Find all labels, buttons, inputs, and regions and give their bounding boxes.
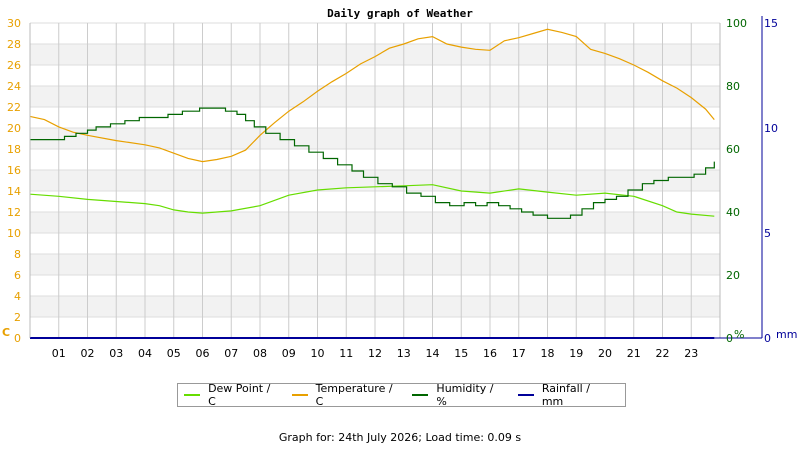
temperature-tick-label: 2	[14, 311, 21, 324]
legend-label: Temperature / C	[315, 382, 393, 408]
legend-label: Rainfall / mm	[541, 382, 590, 408]
hour-tick-label: 18	[541, 347, 555, 360]
humidity-tick-label: 60	[726, 143, 740, 156]
rainfall-unit-label: mm	[776, 328, 797, 341]
hour-tick-label: 23	[684, 347, 698, 360]
temperature-unit-label: C	[2, 326, 10, 339]
hour-tick-label: 13	[397, 347, 411, 360]
legend-swatch	[517, 394, 534, 396]
temperature-tick-label: 28	[7, 38, 21, 51]
temperature-tick-label: 18	[7, 143, 21, 156]
humidity-tick-label: 100	[726, 17, 747, 30]
chart-title: Daily graph of Weather	[327, 7, 473, 20]
hour-tick-label: 10	[311, 347, 325, 360]
hour-tick-label: 12	[368, 347, 382, 360]
hour-tick-label: 11	[339, 347, 353, 360]
temperature-tick-label: 26	[7, 59, 21, 72]
hour-tick-label: 09	[282, 347, 296, 360]
series-line-2	[30, 107, 715, 219]
rainfall-axis-ticks: 0 5 10 15 mm	[764, 17, 797, 345]
legend-swatch	[412, 394, 429, 396]
hour-tick-label: 20	[598, 347, 612, 360]
temperature-tick-label: 10	[7, 227, 21, 240]
temperature-tick-label: 30	[7, 17, 21, 30]
hour-tick-label: 08	[253, 347, 267, 360]
hour-tick-label: 06	[196, 347, 210, 360]
temperature-tick-label: 6	[14, 269, 21, 282]
hour-tick-label: 15	[454, 347, 468, 360]
hour-tick-label: 14	[426, 347, 440, 360]
temperature-tick-label: 0	[14, 332, 21, 345]
rainfall-tick-label: 5	[764, 227, 771, 240]
grid-lines	[30, 22, 720, 339]
temperature-tick-label: 16	[7, 164, 21, 177]
temperature-tick-label: 20	[7, 122, 21, 135]
legend: Dew Point / C Temperature / C Humidity / %…	[177, 382, 626, 408]
hour-tick-label: 05	[167, 347, 181, 360]
temperature-tick-label: 12	[7, 206, 21, 219]
temperature-tick-label: 24	[7, 80, 21, 93]
legend-label: Dew Point / C	[208, 382, 271, 408]
hour-tick-label: 22	[656, 347, 670, 360]
hour-tick-label: 16	[483, 347, 497, 360]
hour-tick-label: 19	[569, 347, 583, 360]
hour-tick-label: 01	[52, 347, 66, 360]
hour-axis-ticks: 01 02 03 04 05 06 07 08 09 10 11 12 13 14 15 16 17 18 19 20…	[52, 347, 699, 360]
humidity-axis-ticks: 0 20 40 60 80 100%	[726, 17, 747, 345]
humidity-tick-label: 80	[726, 80, 740, 93]
legend-swatch	[291, 394, 308, 396]
weather-chart: Daily graph of Weather 02468101214161820…	[2, 7, 797, 360]
rainfall-tick-label: 15	[764, 17, 778, 30]
hour-tick-label: 07	[224, 347, 238, 360]
rainfall-tick-label: 10	[764, 122, 778, 135]
hour-tick-label: 03	[109, 347, 123, 360]
humidity-unit-label: %	[734, 328, 744, 341]
legend-item-1: Temperature / C	[291, 382, 395, 408]
hour-tick-label: 02	[81, 347, 95, 360]
legend-item-0: Dew Point / C	[184, 382, 274, 408]
hour-tick-label: 21	[627, 347, 641, 360]
temperature-tick-label: 8	[14, 248, 21, 261]
humidity-tick-label: 20	[726, 269, 740, 282]
legend-swatch	[184, 394, 201, 396]
series-line-0	[29, 184, 715, 217]
legend-item-3: Rainfall / mm	[517, 382, 607, 408]
legend-item-2: Humidity / %	[412, 382, 499, 408]
axes	[29, 16, 763, 339]
hour-tick-label: 04	[138, 347, 152, 360]
rainfall-tick-label: 0	[764, 332, 771, 345]
hour-tick-label: 17	[512, 347, 526, 360]
humidity-tick-label: 40	[726, 206, 740, 219]
temperature-tick-label: 4	[14, 290, 21, 303]
footer-info: Graph for: 24th July 2026; Load time: 0.…	[278, 431, 522, 444]
series-line-1	[29, 28, 715, 163]
temperature-tick-label: 14	[7, 185, 21, 198]
humidity-tick-label: 0	[726, 332, 733, 345]
legend-label: Humidity / %	[436, 382, 494, 408]
temperature-tick-label: 22	[7, 101, 21, 114]
